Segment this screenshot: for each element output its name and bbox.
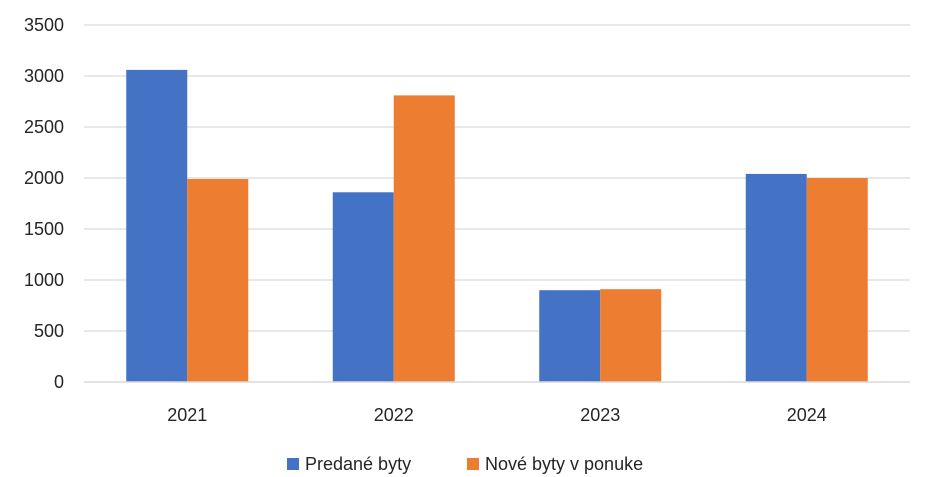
y-tick-label: 1500	[24, 219, 64, 239]
y-tick-label: 500	[34, 321, 64, 341]
legend: Predané byty Nové byty v ponuke	[287, 454, 643, 474]
y-tick-label: 1000	[24, 270, 64, 290]
bar-predane-byty-2023	[539, 290, 601, 382]
legend-item-predane-byty: Predané byty	[287, 454, 411, 474]
legend-swatch	[467, 458, 479, 470]
y-tick-label: 3500	[24, 15, 64, 35]
legend-label: Predané byty	[305, 454, 411, 474]
y-tick-label: 0	[54, 372, 64, 392]
y-tick-label: 2500	[24, 117, 64, 137]
bar-predane-byty-2022	[332, 192, 394, 382]
bar-nove-byty-v-ponuke-2024	[806, 178, 868, 382]
bar-nove-byty-v-ponuke-2022	[393, 95, 455, 382]
x-tick-label: 2023	[580, 405, 620, 425]
x-tick-label: 2021	[167, 405, 207, 425]
x-tick-label: 2022	[374, 405, 414, 425]
y-tick-label: 3000	[24, 66, 64, 86]
bar-predane-byty-2024	[745, 173, 807, 382]
bar-nove-byty-v-ponuke-2023	[600, 289, 662, 382]
y-axis-tick-labels: 0 500 1000 1500 2000 2500 3000 3500	[24, 15, 64, 392]
legend-label: Nové byty v ponuke	[485, 454, 643, 474]
bars	[126, 69, 868, 382]
y-tick-label: 2000	[24, 168, 64, 188]
legend-swatch	[287, 458, 299, 470]
x-axis-tick-labels: 2021 2022 2023 2024	[167, 405, 827, 425]
bar-nove-byty-v-ponuke-2021	[187, 179, 249, 382]
bar-predane-byty-2021	[126, 69, 188, 382]
legend-item-nove-byty-v-ponuke: Nové byty v ponuke	[467, 454, 643, 474]
x-tick-label: 2024	[787, 405, 827, 425]
